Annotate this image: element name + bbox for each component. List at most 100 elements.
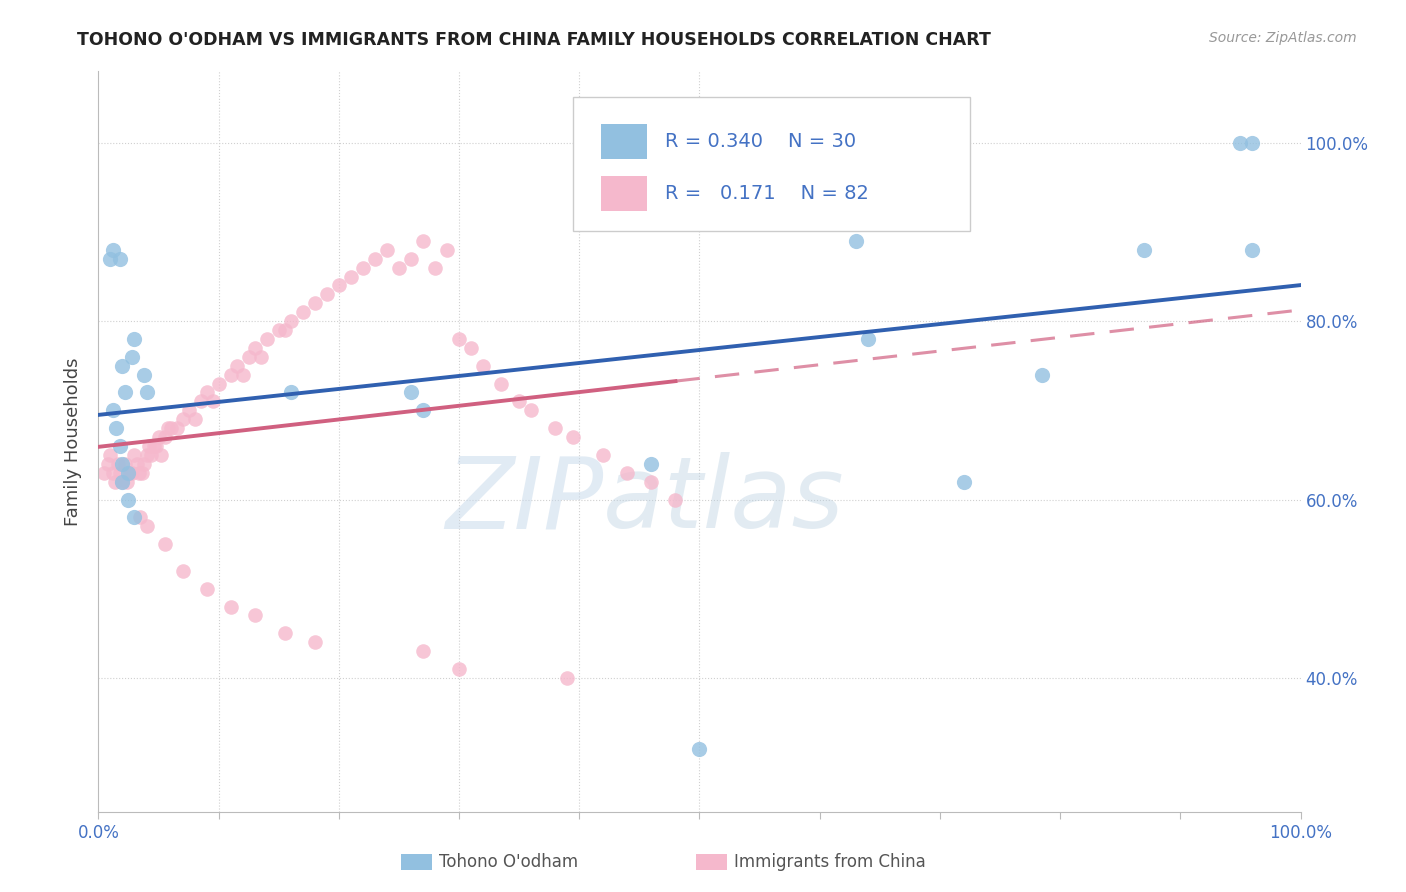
Point: [352, 260, 374, 275]
Point: [121, 466, 143, 480]
Point: [375, 243, 398, 257]
Point: [640, 475, 662, 489]
Point: [1241, 243, 1264, 257]
Point: [111, 475, 134, 489]
Point: [117, 475, 139, 489]
Point: [101, 243, 124, 257]
Text: atlas: atlas: [603, 452, 845, 549]
Point: [423, 260, 446, 275]
Point: [562, 430, 585, 444]
Point: [208, 376, 231, 391]
Point: [447, 332, 470, 346]
Point: [101, 466, 124, 480]
Point: [141, 448, 163, 462]
Point: [145, 439, 167, 453]
Point: [132, 368, 155, 382]
Point: [190, 394, 212, 409]
Point: [166, 421, 188, 435]
Point: [131, 466, 153, 480]
Point: [111, 359, 134, 373]
Point: [135, 448, 157, 462]
Point: [195, 582, 218, 596]
Text: Tohono O'odham: Tohono O'odham: [439, 853, 578, 871]
Point: [129, 510, 152, 524]
Point: [124, 448, 146, 462]
Point: [508, 394, 530, 409]
Point: [291, 305, 314, 319]
Point: [256, 332, 278, 346]
Point: [399, 385, 422, 400]
Point: [105, 421, 128, 435]
Point: [125, 457, 148, 471]
Point: [219, 368, 242, 382]
Point: [107, 457, 129, 471]
Point: [124, 510, 146, 524]
Point: [447, 662, 470, 676]
Point: [135, 519, 157, 533]
Point: [555, 671, 578, 685]
Text: Source: ZipAtlas.com: Source: ZipAtlas.com: [1209, 31, 1357, 45]
Point: [267, 323, 290, 337]
Point: [124, 332, 146, 346]
Point: [114, 457, 136, 471]
Point: [243, 341, 266, 355]
Point: [128, 466, 150, 480]
Point: [149, 448, 172, 462]
Point: [138, 439, 160, 453]
Point: [304, 635, 326, 649]
Point: [280, 385, 302, 400]
Point: [97, 457, 120, 471]
Point: [159, 421, 181, 435]
Point: [640, 457, 662, 471]
Point: [412, 234, 434, 248]
Point: [520, 403, 543, 417]
Point: [153, 430, 176, 444]
Point: [183, 412, 205, 426]
Point: [153, 537, 176, 551]
Point: [108, 466, 131, 480]
Bar: [600, 176, 647, 211]
Point: [280, 314, 302, 328]
Point: [111, 457, 134, 471]
Bar: [600, 124, 647, 160]
Point: [201, 394, 224, 409]
Point: [108, 439, 131, 453]
Point: [243, 608, 266, 623]
Point: [274, 323, 297, 337]
Point: [412, 403, 434, 417]
Point: [172, 564, 194, 578]
Point: [177, 403, 200, 417]
Point: [117, 492, 139, 507]
Point: [544, 421, 567, 435]
Text: R = 0.340    N = 30: R = 0.340 N = 30: [665, 132, 856, 152]
Point: [364, 252, 387, 266]
Text: R =   0.171    N = 82: R = 0.171 N = 82: [665, 184, 869, 203]
Point: [689, 742, 711, 756]
Point: [856, 332, 879, 346]
Point: [238, 350, 260, 364]
Point: [117, 466, 139, 480]
Point: [616, 466, 638, 480]
Point: [1241, 136, 1264, 150]
Point: [104, 475, 127, 489]
Point: [121, 350, 143, 364]
Point: [399, 252, 422, 266]
Point: [328, 278, 350, 293]
Point: [172, 412, 194, 426]
Point: [460, 341, 482, 355]
Point: [340, 269, 363, 284]
Point: [157, 421, 180, 435]
Point: [195, 385, 218, 400]
Point: [412, 644, 434, 658]
Point: [315, 287, 337, 301]
Point: [100, 448, 122, 462]
Point: [135, 385, 157, 400]
Point: [592, 448, 614, 462]
Text: ZIP: ZIP: [446, 452, 603, 549]
Point: [664, 492, 686, 507]
Point: [1031, 368, 1053, 382]
Point: [132, 457, 155, 471]
Text: Immigrants from China: Immigrants from China: [734, 853, 925, 871]
FancyBboxPatch shape: [574, 97, 970, 230]
Point: [845, 234, 868, 248]
